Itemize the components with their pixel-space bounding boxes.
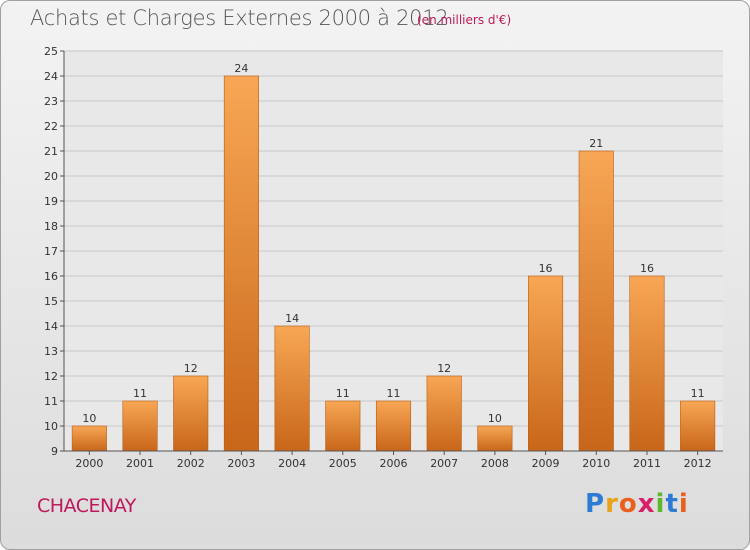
x-tick-label: 2008 xyxy=(481,457,509,470)
data-labels: 10 11 12 24 14 11 11 12 10 16 21 16 11 xyxy=(82,62,704,425)
x-tick-label: 2002 xyxy=(177,457,205,470)
x-tick-label: 2012 xyxy=(684,457,712,470)
y-axis-ticks: 9 10 11 12 13 14 15 16 17 18 19 20 21 22 23 24 25 xyxy=(44,45,64,458)
data-label: 24 xyxy=(234,62,248,75)
y-tick-label: 16 xyxy=(44,270,58,283)
bar xyxy=(426,375,462,452)
x-tick-label: 2005 xyxy=(329,457,357,470)
data-label: 16 xyxy=(539,262,553,275)
y-tick-label: 22 xyxy=(44,120,58,133)
x-tick-label: 2000 xyxy=(75,457,103,470)
data-label: 10 xyxy=(82,412,96,425)
y-tick-label: 15 xyxy=(44,295,58,308)
bar xyxy=(223,75,259,452)
x-tick-label: 2003 xyxy=(227,457,255,470)
y-tick-label: 20 xyxy=(44,170,58,183)
y-tick-label: 23 xyxy=(44,95,58,108)
y-tick-label: 9 xyxy=(51,445,58,458)
data-label: 12 xyxy=(184,362,198,375)
x-axis-ticks: 2000 2001 2002 2003 2004 2005 2006 2007 2008 2009… xyxy=(75,451,712,470)
x-tick-label: 2001 xyxy=(126,457,154,470)
logo-letter: r xyxy=(605,489,619,519)
data-label: 14 xyxy=(285,312,299,325)
x-tick-label: 2010 xyxy=(582,457,610,470)
y-tick-label: 25 xyxy=(44,45,58,58)
logo-letter: i xyxy=(678,489,689,519)
data-label: 11 xyxy=(133,387,147,400)
bar xyxy=(375,400,412,452)
commune-name: CHACENAY xyxy=(37,495,136,517)
y-tick-label: 17 xyxy=(44,245,58,258)
data-label: 16 xyxy=(640,262,654,275)
y-tick-label: 13 xyxy=(44,345,58,358)
data-label: 11 xyxy=(387,387,401,400)
x-tick-label: 2004 xyxy=(278,457,306,470)
y-tick-label: 12 xyxy=(44,370,58,383)
x-tick-label: 2011 xyxy=(633,457,661,470)
x-tick-label: 2009 xyxy=(532,457,560,470)
logo-letter: P xyxy=(585,489,606,519)
data-label: 21 xyxy=(589,137,603,150)
y-tick-label: 11 xyxy=(44,395,58,408)
proxiti-logo: Proxiti xyxy=(585,489,689,519)
x-tick-label: 2007 xyxy=(430,457,458,470)
y-tick-label: 18 xyxy=(44,220,58,233)
logo-letter: x xyxy=(637,489,656,519)
data-label: 10 xyxy=(488,412,502,425)
axes xyxy=(63,51,723,452)
data-label: 11 xyxy=(336,387,350,400)
chart-title: Achats et Charges Externes 2000 à 2012 xyxy=(30,6,449,30)
logo-letter: t xyxy=(665,489,679,519)
chart-unit: (en milliers d'€) xyxy=(417,13,512,27)
bar xyxy=(122,400,158,452)
bar xyxy=(325,400,361,452)
data-label: 11 xyxy=(691,387,705,400)
y-tick-label: 14 xyxy=(44,320,58,333)
bar xyxy=(680,400,716,452)
bar xyxy=(629,275,665,452)
bar xyxy=(528,275,564,452)
bar xyxy=(71,425,107,452)
y-tick-label: 24 xyxy=(44,70,58,83)
bar xyxy=(578,150,614,452)
y-tick-label: 21 xyxy=(44,145,58,158)
logo-letter: i xyxy=(655,489,666,519)
bars xyxy=(71,75,716,452)
bar xyxy=(477,425,513,452)
y-tick-label: 10 xyxy=(44,420,58,433)
logo-letter: o xyxy=(618,489,638,519)
y-tick-label: 19 xyxy=(44,195,58,208)
bar xyxy=(173,375,209,452)
x-tick-label: 2006 xyxy=(380,457,408,470)
data-label: 12 xyxy=(437,362,451,375)
bar xyxy=(274,325,310,452)
